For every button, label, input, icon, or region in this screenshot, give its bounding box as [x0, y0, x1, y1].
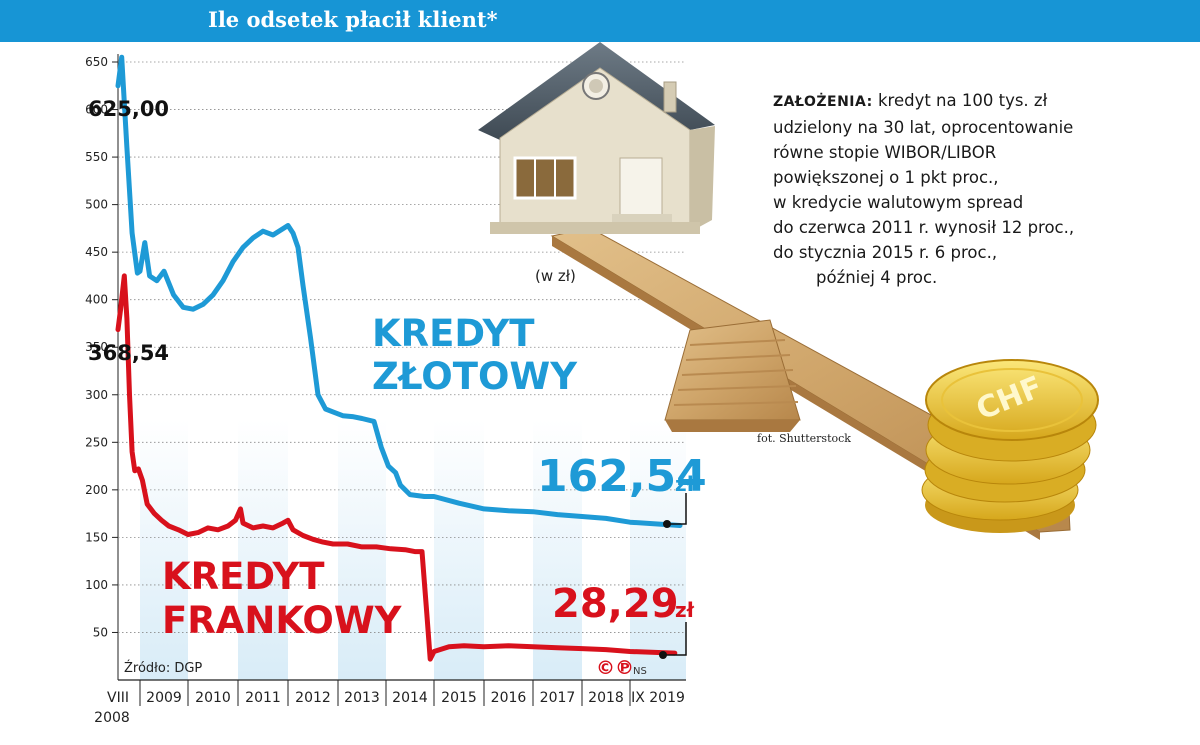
zloty-start-label: 625,00 — [88, 97, 169, 121]
x-tick-label: 2009 — [146, 690, 182, 706]
franc-series-name-1: KREDYT — [162, 555, 325, 598]
y-tick-label: 350 — [85, 340, 108, 354]
header-bar: Ile odsetek płacił klient* — [0, 0, 1200, 42]
y-tick-label: 50 — [93, 625, 108, 639]
year-band — [338, 420, 386, 680]
photo-illustration: CHF — [478, 42, 1099, 540]
chf-coin-stack: CHF — [921, 359, 1099, 533]
year-band — [533, 420, 582, 680]
franc-end-marker — [659, 651, 667, 659]
year-band — [630, 420, 686, 680]
zloty-series-name-2: ZŁOTOWY — [372, 355, 578, 398]
franc-end-leader — [664, 622, 687, 656]
assumptions-line: powiększonej o 1 pkt proc., — [773, 168, 999, 187]
assumptions-line: później 4 proc. — [816, 268, 938, 287]
y-tick-label: 650 — [85, 55, 108, 69]
franc-series-name-2: FRANKOWY — [162, 599, 403, 642]
x-tick-label: IX 2019 — [631, 690, 685, 706]
assumptions-line: udzielony na 30 lat, oprocentowanie — [773, 118, 1074, 137]
assumptions-label: ZAŁOŻENIA: — [773, 94, 873, 110]
y-tick-labels: 50 100 150 200 250 300 350 400 450 500 550 600 650 — [85, 55, 108, 639]
y-tick-label: 300 — [85, 388, 108, 402]
year-band — [238, 420, 288, 680]
franc-end-value: 28,29 — [552, 581, 679, 627]
y-tick-label: 550 — [85, 150, 108, 164]
seesaw-fulcrum — [664, 319, 801, 432]
x-tick-labels: VIII 2008 2009 2010 2011 2012 2013 2014 2015 2016… — [94, 690, 685, 726]
x-tick-label: 2018 — [588, 690, 624, 706]
zloty-end-leader — [668, 493, 687, 525]
franc-start-label: 368,54 — [88, 341, 169, 365]
x-tick-label: 2012 — [295, 690, 331, 706]
x-tick-label: 2016 — [491, 690, 527, 706]
y-tick-label: 600 — [85, 103, 108, 117]
y-tick-label: 250 — [85, 435, 108, 449]
franc-end-unit: zł — [675, 598, 695, 622]
assumptions-line: do czerwca 2011 r. wynosił 12 proc., — [773, 218, 1075, 237]
author-initials: NS — [633, 666, 647, 677]
x-tick-label: VIII — [107, 690, 129, 706]
assumptions-line: do stycznia 2015 r. 6 proc., — [773, 243, 998, 262]
series-line-zloty — [115, 54, 683, 528]
assumptions-line: równe stopie WIBOR/LIBOR — [773, 143, 997, 162]
year-band — [434, 420, 484, 680]
y-tick-label: 450 — [85, 245, 108, 259]
year-band — [140, 420, 188, 680]
series-line-franc — [115, 273, 678, 662]
x-tick-label: 2013 — [344, 690, 380, 706]
x-tick-label: 2015 — [441, 690, 477, 706]
photo-credit: fot. Shutterstock — [757, 432, 851, 445]
x-tick-label: 2014 — [392, 690, 428, 706]
year-bands — [140, 420, 686, 680]
publisher-logo: ©℗ — [596, 657, 634, 679]
chart-title: Ile odsetek płacił klient* — [208, 7, 498, 32]
x-tick-label: 2011 — [245, 690, 281, 706]
assumptions-line: w kredycie walutowym spread — [773, 193, 1024, 212]
y-tick-label: 500 — [85, 198, 108, 212]
x-tick-label: 2017 — [540, 690, 576, 706]
zloty-end-marker — [663, 520, 671, 528]
y-unit-label: (w zł) — [535, 267, 576, 285]
y-tick-label: 100 — [85, 578, 108, 592]
zloty-end-value: 162,54 — [537, 451, 707, 502]
source-note: Źródło: DGP — [124, 660, 202, 676]
house-icon — [478, 42, 715, 234]
assumptions-note: ZAŁOŻENIA: kredyt na 100 tys. zł udzielo… — [773, 88, 1173, 290]
assumptions-line: kredyt na 100 tys. zł — [877, 91, 1048, 110]
y-tick-label: 150 — [85, 530, 108, 544]
y-tick-label: 400 — [85, 293, 108, 307]
x-tick-label: 2010 — [195, 690, 231, 706]
x-tick-label: 2008 — [94, 710, 130, 726]
zloty-series-name-1: KREDYT — [372, 312, 535, 355]
zloty-end-unit: zł — [675, 472, 695, 496]
y-tick-label: 200 — [85, 483, 108, 497]
